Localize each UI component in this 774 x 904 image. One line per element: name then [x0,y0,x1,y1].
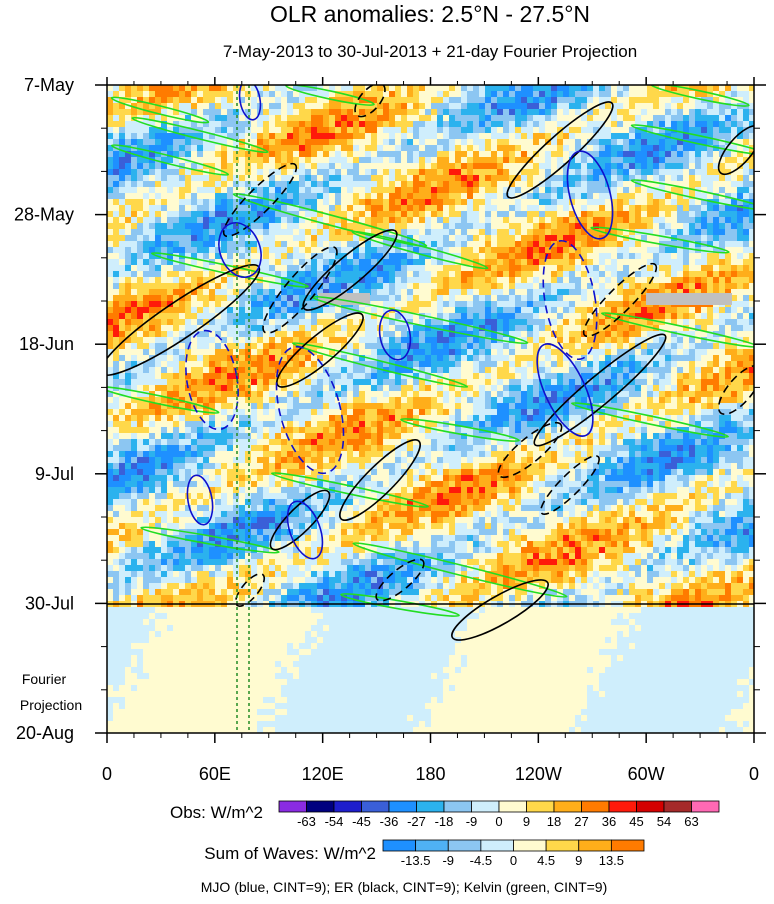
waves-colorbar-level-label: -9 [442,853,454,868]
obs-colorbar-swatch [362,801,390,812]
obs-colorbar-swatch [637,801,665,812]
waves-colorbar-level-label: 9 [575,853,582,868]
obs-colorbar-level-label: 9 [523,814,530,829]
x-tick-label: 60W [628,764,665,784]
obs-colorbar-swatch [692,801,720,812]
waves-colorbar-swatch [611,840,644,851]
obs-colorbar-level-label: 18 [547,814,561,829]
y-tick-label: 18-Jun [19,334,74,354]
obs-colorbar-level-label: -54 [325,814,344,829]
y-tick-label: 20-Aug [16,723,74,743]
obs-colorbar-level-label: 45 [629,814,643,829]
chart-title: OLR anomalies: 2.5°N - 27.5°N [270,1,590,27]
obs-colorbar-swatch [389,801,417,812]
obs-colorbar-level-label: -45 [352,814,371,829]
obs-colorbar-level-label: 54 [657,814,671,829]
obs-colorbar-swatch [664,801,692,812]
waves-colorbar-swatch [546,840,579,851]
waves-colorbar-level-label: 4.5 [537,853,555,868]
waves-colorbar-swatch [448,840,481,851]
obs-colorbar-swatch [527,801,555,812]
waves-colorbar-level-label: -4.5 [470,853,492,868]
obs-colorbar-level-label: 27 [574,814,588,829]
y-tick-label: 30-Jul [25,593,74,613]
obs-colorbar-swatch [334,801,362,812]
waves-colorbar-label: Sum of Waves: W/m^2 [204,844,376,863]
obs-colorbar-swatch [444,801,472,812]
waves-colorbar-level-label: 0 [510,853,517,868]
x-tick-label: 180 [415,764,445,784]
obs-colorbar-swatch [279,801,307,812]
obs-colorbar-level-label: -9 [466,814,478,829]
y-tick-label: 9-Jul [35,464,74,484]
obs-colorbar-swatch [609,801,637,812]
missing-data-bar [646,293,732,305]
x-tick-label: 60E [199,764,231,784]
y-tick-label: 7-May [24,75,74,95]
projection-label-line1: Fourier [22,671,67,687]
waves-colorbar: Sum of Waves: W/m^2 -13.5 -9 -4.5 0 4.5 9 13.5 [204,840,644,868]
obs-colorbar-level-label: -18 [435,814,454,829]
legend-note: MJO (blue, CINT=9); ER (black, CINT=9); … [201,879,608,895]
obs-colorbar-level-label: 0 [495,814,502,829]
waves-colorbar-level-label: 13.5 [599,853,624,868]
y-tick-label: 28-May [14,205,74,225]
obs-colorbar-swatch [582,801,610,812]
obs-colorbar-level-label: -27 [407,814,426,829]
obs-colorbar-swatch [472,801,500,812]
waves-colorbar-swatch [514,840,547,851]
x-tick-label: 120E [302,764,344,784]
obs-colorbar-swatch [307,801,335,812]
obs-colorbar: Obs: W/m^2 -63 -54 -45 -36 -27 -18 -9 0 9 18 27 36 4… [170,801,719,829]
obs-colorbar-label: Obs: W/m^2 [170,803,263,822]
projection-label-line2: Projection [20,697,82,713]
waves-colorbar-swatch [383,840,416,851]
obs-colorbar-level-label: 63 [684,814,698,829]
waves-colorbar-level-label: -13.5 [401,853,431,868]
obs-colorbar-level-label: -36 [380,814,399,829]
obs-colorbar-swatch [499,801,527,812]
x-tick-label: 0 [749,764,759,784]
obs-colorbar-swatch [554,801,582,812]
x-tick-label: 120W [515,764,562,784]
obs-colorbar-level-label: -63 [297,814,316,829]
waves-colorbar-swatch [481,840,514,851]
x-tick-label: 0 [102,764,112,784]
chart-subtitle: 7-May-2013 to 30-Jul-2013 + 21-day Fouri… [223,42,637,61]
waves-colorbar-swatch [416,840,449,851]
obs-colorbar-swatch [417,801,445,812]
waves-colorbar-swatch [579,840,612,851]
obs-colorbar-level-label: 36 [602,814,616,829]
